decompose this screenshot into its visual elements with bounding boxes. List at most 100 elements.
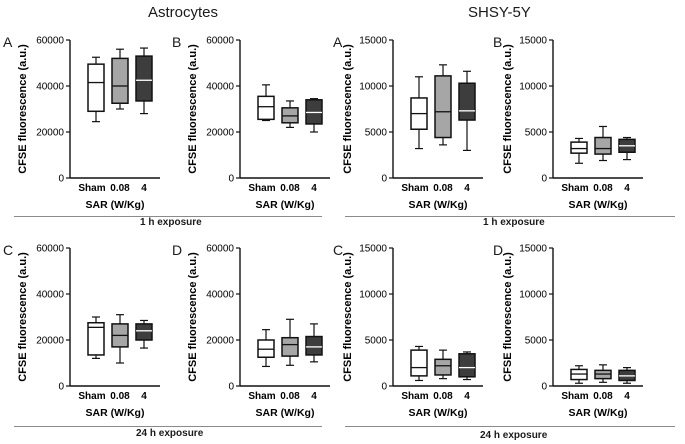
x-axis-label: SAR (W/Kg) <box>569 407 628 419</box>
boxplot-shsy5y-24h-c: CFSE fluorescence (a.u.) 0 5000 10000 15000 S… <box>342 244 483 419</box>
y-tick-label: 15000 <box>519 36 547 47</box>
y-axis-label: CFSE fluorescence (a.u.) <box>342 252 354 382</box>
boxplot-shsy5y-24h-d: CFSE fluorescence (a.u.) 0 5000 10000 15000 S… <box>502 244 643 419</box>
x-tick-label: 4 <box>141 183 147 194</box>
box-sar-0-08 <box>281 336 299 357</box>
x-axis-label: SAR (W/Kg) <box>86 199 145 211</box>
panel-letter: C <box>333 242 344 258</box>
box-sar-4 <box>135 55 153 102</box>
x-axis-label: SAR (W/Kg) <box>409 407 468 419</box>
astrocytes-title: Astrocytes <box>148 4 219 21</box>
x-tick-label: 0.08 <box>433 183 453 194</box>
y-axis-label: CFSE fluorescence (a.u.) <box>187 252 199 382</box>
x-tick-label: Sham <box>401 183 428 194</box>
x-tick-label: 4 <box>311 391 317 402</box>
boxplot-shsy5y-1h-a: CFSE fluorescence (a.u.) 0 5000 10000 15000 S… <box>342 36 483 211</box>
y-axis-label: CFSE fluorescence (a.u.) <box>17 44 29 174</box>
y-tick-label: 40000 <box>36 82 64 93</box>
y-tick-label: 15000 <box>519 244 547 255</box>
y-tick-label: 20000 <box>36 128 64 139</box>
exposure-divider <box>14 216 322 217</box>
x-tick-label: 0.08 <box>110 391 130 402</box>
y-tick-label: 0 <box>58 174 64 185</box>
y-tick-label: 40000 <box>206 82 234 93</box>
x-tick-label: Sham <box>401 391 428 402</box>
box-sar-4 <box>305 335 323 356</box>
x-tick-label: Sham <box>78 183 105 194</box>
exposure-divider <box>345 426 675 427</box>
y-tick-label: 0 <box>228 382 234 393</box>
x-tick-label: 0.08 <box>280 391 300 402</box>
box-sar-0-08 <box>594 136 612 155</box>
x-tick-label: Sham <box>561 183 588 194</box>
box-sar-4 <box>458 353 476 378</box>
y-tick-label: 0 <box>381 174 387 185</box>
x-tick-label: 0.08 <box>110 183 130 194</box>
box-sham <box>257 95 275 121</box>
x-axis-label: SAR (W/Kg) <box>256 407 315 419</box>
x-tick-label: 0.08 <box>593 391 613 402</box>
y-tick-label: 20000 <box>206 336 234 347</box>
y-axis-label: CFSE fluorescence (a.u.) <box>342 44 354 174</box>
panel-letter: B <box>172 34 182 50</box>
x-tick-label: 4 <box>464 183 470 194</box>
exposure-divider <box>345 216 675 217</box>
y-tick-label: 5000 <box>525 128 548 139</box>
boxplot-astrocytes-1h-a: CFSE fluorescence (a.u.) 0 20000 40000 60000… <box>17 36 160 211</box>
boxplot-astrocytes-24h-d: CFSE fluorescence (a.u.) 0 20000 40000 60000… <box>187 244 330 419</box>
box-sham <box>570 141 588 154</box>
y-tick-label: 10000 <box>519 290 547 301</box>
x-tick-label: Sham <box>248 183 275 194</box>
x-tick-label: 4 <box>624 183 630 194</box>
x-tick-label: 0.08 <box>280 183 300 194</box>
box-sham <box>410 349 428 377</box>
panel-letter: D <box>493 242 504 258</box>
y-tick-label: 60000 <box>36 244 64 255</box>
boxplot-astrocytes-24h-c: CFSE fluorescence (a.u.) 0 20000 40000 60000… <box>17 244 160 419</box>
exposure-divider <box>14 426 322 427</box>
y-tick-label: 0 <box>541 174 547 185</box>
x-axis-label: SAR (W/Kg) <box>256 199 315 211</box>
panel-letter: C <box>3 242 14 258</box>
panel-letter: D <box>172 242 183 258</box>
y-tick-label: 60000 <box>206 36 234 47</box>
exposure-label: 24 h exposure <box>480 430 548 441</box>
panel-letter: B <box>493 34 503 50</box>
y-tick-label: 15000 <box>359 36 387 47</box>
y-tick-label: 0 <box>228 174 234 185</box>
boxplot-astrocytes-1h-b: CFSE fluorescence (a.u.) 0 20000 40000 60000… <box>187 36 330 211</box>
panel-letter: A <box>3 34 13 50</box>
y-axis-label: CFSE fluorescence (a.u.) <box>502 252 514 382</box>
exposure-label: 24 h exposure <box>136 428 204 439</box>
y-tick-label: 5000 <box>525 336 548 347</box>
x-tick-label: 4 <box>464 391 470 402</box>
y-tick-label: 5000 <box>365 336 388 347</box>
y-tick-label: 60000 <box>206 244 234 255</box>
y-tick-label: 10000 <box>359 82 387 93</box>
x-tick-label: 4 <box>624 391 630 402</box>
box-sar-0-08 <box>434 75 452 139</box>
x-tick-label: Sham <box>78 391 105 402</box>
shsy5y-title: SHSY-5Y <box>468 4 531 21</box>
y-axis-label: CFSE fluorescence (a.u.) <box>187 44 199 174</box>
x-tick-label: 4 <box>141 391 147 402</box>
x-tick-label: Sham <box>248 391 275 402</box>
x-axis-label: SAR (W/Kg) <box>86 407 145 419</box>
x-axis-label: SAR (W/Kg) <box>409 199 468 211</box>
box-sar-0-08 <box>434 358 452 376</box>
y-tick-label: 0 <box>381 382 387 393</box>
box-sham <box>87 63 105 113</box>
y-tick-label: 0 <box>58 382 64 393</box>
y-tick-label: 40000 <box>206 290 234 301</box>
y-tick-label: 20000 <box>206 128 234 139</box>
box-sar-4 <box>458 82 476 121</box>
box-sar-0-08 <box>111 57 129 104</box>
x-axis-label: SAR (W/Kg) <box>569 199 628 211</box>
panel-letter: A <box>333 34 343 50</box>
y-axis-label: CFSE fluorescence (a.u.) <box>502 44 514 174</box>
y-tick-label: 10000 <box>359 290 387 301</box>
boxplot-shsy5y-1h-b: CFSE fluorescence (a.u.) 0 5000 10000 15000 S… <box>502 36 643 211</box>
exposure-label: 1 h exposure <box>483 217 545 228</box>
x-tick-label: 0.08 <box>593 183 613 194</box>
